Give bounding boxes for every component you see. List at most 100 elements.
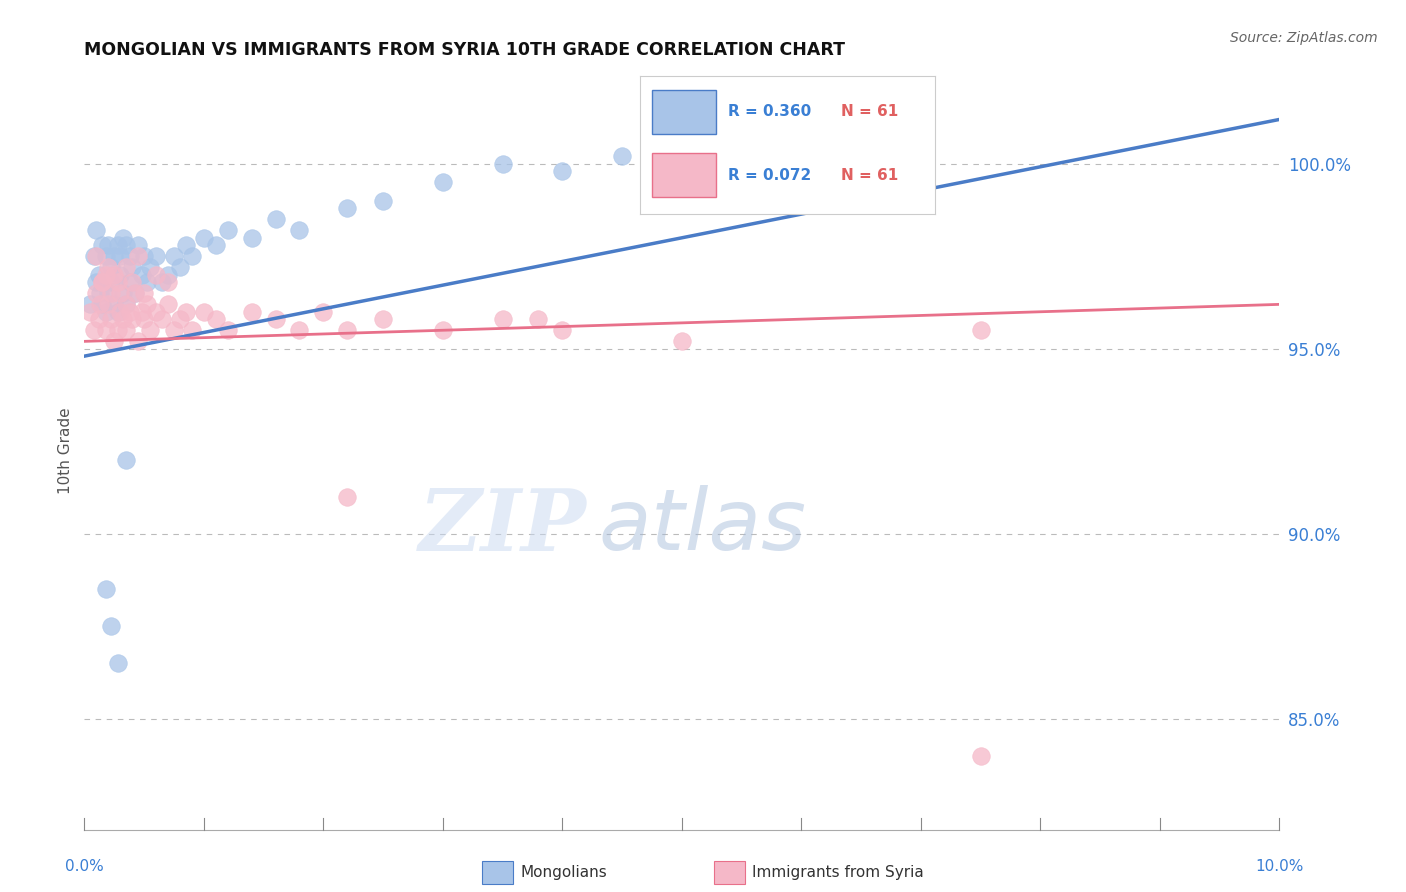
Point xyxy=(336,323,359,337)
Point xyxy=(97,260,120,275)
Point xyxy=(135,297,157,311)
Text: R = 0.360: R = 0.360 xyxy=(728,104,811,120)
Point xyxy=(111,231,134,245)
Point xyxy=(612,149,634,163)
Point xyxy=(91,297,114,311)
Point xyxy=(157,268,180,282)
Point xyxy=(150,312,173,326)
Point xyxy=(110,305,132,319)
Point xyxy=(86,223,108,237)
Point xyxy=(107,238,129,252)
Point xyxy=(127,238,149,252)
Point xyxy=(115,297,138,311)
Point xyxy=(103,268,125,282)
Point xyxy=(169,312,191,326)
Point xyxy=(94,305,117,319)
Point xyxy=(373,312,395,326)
Point xyxy=(150,275,173,289)
Point xyxy=(110,249,132,263)
Point xyxy=(910,120,932,134)
Point xyxy=(89,297,111,311)
Point xyxy=(790,164,813,178)
Text: R = 0.072: R = 0.072 xyxy=(728,168,811,183)
Point xyxy=(157,297,180,311)
Point xyxy=(288,323,311,337)
Point xyxy=(336,201,359,215)
Point xyxy=(139,323,162,337)
Point xyxy=(87,268,110,282)
Point xyxy=(551,323,574,337)
Point xyxy=(169,260,191,275)
Text: atlas: atlas xyxy=(599,484,806,568)
Point xyxy=(111,286,134,301)
Point xyxy=(115,297,138,311)
Point xyxy=(492,312,515,326)
Text: N = 61: N = 61 xyxy=(841,168,898,183)
Point xyxy=(312,305,335,319)
Point xyxy=(264,312,287,326)
Point xyxy=(97,297,120,311)
Point xyxy=(132,286,156,301)
Point xyxy=(115,260,138,275)
Point xyxy=(193,305,215,319)
Point xyxy=(432,175,454,189)
Point xyxy=(103,249,125,263)
Text: ZIP: ZIP xyxy=(419,484,586,568)
Point xyxy=(145,249,167,263)
Point xyxy=(264,212,287,227)
Text: 0.0%: 0.0% xyxy=(65,859,104,874)
Point xyxy=(91,275,114,289)
Y-axis label: 10th Grade: 10th Grade xyxy=(58,407,73,494)
Point xyxy=(86,275,108,289)
Point xyxy=(115,452,138,467)
Point xyxy=(551,164,574,178)
Point xyxy=(217,323,239,337)
Point xyxy=(240,305,263,319)
Point xyxy=(193,231,215,245)
Text: Mongolians: Mongolians xyxy=(520,865,607,880)
Point xyxy=(139,260,162,275)
Point xyxy=(970,748,993,763)
Point xyxy=(145,305,167,319)
Point xyxy=(240,231,263,245)
Point xyxy=(124,286,146,301)
Point xyxy=(432,323,454,337)
Text: N = 61: N = 61 xyxy=(841,104,898,120)
Point xyxy=(107,656,129,670)
Point xyxy=(124,286,146,301)
Point xyxy=(83,249,105,263)
Point xyxy=(205,238,228,252)
Point xyxy=(94,249,117,263)
Point xyxy=(145,268,167,282)
Point xyxy=(157,275,180,289)
Point xyxy=(87,312,110,326)
Point xyxy=(83,323,105,337)
Point xyxy=(163,249,186,263)
Point xyxy=(89,286,111,301)
Point xyxy=(100,312,122,326)
Point xyxy=(94,582,117,596)
Point xyxy=(91,238,114,252)
Point xyxy=(671,334,693,349)
Point xyxy=(100,619,122,633)
Point xyxy=(132,249,156,263)
Point xyxy=(100,286,122,301)
Point xyxy=(107,305,129,319)
Point xyxy=(336,490,359,504)
Point xyxy=(132,312,156,326)
Point xyxy=(121,275,143,289)
Point xyxy=(121,312,143,326)
Point xyxy=(121,260,143,275)
Point xyxy=(111,312,134,326)
Bar xyxy=(651,153,717,197)
Point xyxy=(115,238,138,252)
Point xyxy=(163,323,186,337)
Point xyxy=(217,223,239,237)
Point xyxy=(174,238,197,252)
Text: MONGOLIAN VS IMMIGRANTS FROM SYRIA 10TH GRADE CORRELATION CHART: MONGOLIAN VS IMMIGRANTS FROM SYRIA 10TH … xyxy=(84,41,845,59)
Point xyxy=(97,286,120,301)
Point xyxy=(288,223,311,237)
Text: Immigrants from Syria: Immigrants from Syria xyxy=(752,865,924,880)
Point xyxy=(91,275,114,289)
Point xyxy=(100,260,122,275)
